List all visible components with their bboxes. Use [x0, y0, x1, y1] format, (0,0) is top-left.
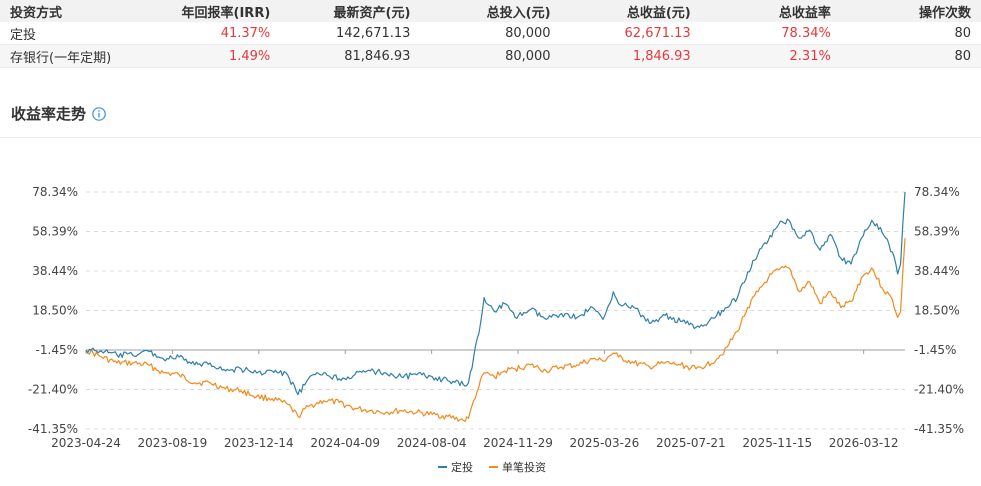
chart-legend[interactable]: 定投 单笔投资 — [438, 460, 546, 474]
x-tick-label: 2025-07-21 — [656, 436, 726, 450]
table-header-row: 投资方式 年回报率(IRR) 最新资产(元) 总投入(元) 总收益(元) 总收益… — [0, 0, 981, 22]
chart-axes: 78.34% 78.34% 58.39% 58.39% 38.44% 38.44% 18.5… — [28, 185, 964, 450]
series-line-dca — [85, 191, 906, 396]
header-latest-assets: 最新资产(元) — [280, 0, 421, 22]
y-tick-label-right: -41.35% — [914, 422, 964, 436]
header-irr: 年回报率(IRR) — [140, 0, 281, 22]
cell-total-return-rate: 78.34% — [700, 22, 841, 45]
cell-total-gain: 1,846.93 — [560, 44, 701, 68]
x-tick-label: 2026-03-12 — [829, 436, 899, 450]
y-tick-label-left: 18.50% — [32, 303, 78, 317]
cell-method: 定投 — [0, 22, 141, 45]
x-tick-label: 2024-08-04 — [397, 436, 467, 450]
cell-irr: 1.49% — [140, 44, 281, 68]
y-tick-label-right: 38.44% — [914, 264, 960, 278]
table-row: 定投 41.37% 142,671.13 80,000 62,671.13 78… — [0, 22, 981, 45]
section-title: 收益率走势 — [11, 103, 106, 124]
x-tick-label: 2023-12-14 — [224, 436, 294, 450]
legend-label: 定投 — [451, 460, 473, 474]
investment-summary-table: 投资方式 年回报率(IRR) 最新资产(元) 总投入(元) 总收益(元) 总收益… — [0, 0, 981, 68]
cell-method: 存银行(一年定期) — [0, 44, 141, 68]
header-total-gain: 总收益(元) — [560, 0, 701, 22]
y-tick-label-right: -21.40% — [914, 382, 964, 396]
cell-irr: 41.37% — [140, 22, 281, 45]
chart-series — [85, 191, 906, 422]
cell-latest-assets: 81,846.93 — [280, 44, 421, 68]
cell-total-input: 80,000 — [420, 44, 561, 68]
header-total-input: 总投入(元) — [420, 0, 561, 22]
legend-item[interactable]: 定投 — [438, 460, 473, 474]
legend-label: 单笔投资 — [502, 460, 546, 474]
x-tick-label: 2024-04-09 — [310, 436, 380, 450]
x-tick-label: 2025-11-15 — [742, 436, 812, 450]
cell-operation-count: 80 — [840, 44, 981, 68]
y-tick-label-left: 78.34% — [32, 185, 78, 199]
section-divider — [0, 137, 981, 138]
y-tick-label-right: 18.50% — [914, 303, 960, 317]
return-trend-chart: 78.34% 78.34% 58.39% 58.39% 38.44% 38.44% 18.5… — [28, 185, 964, 474]
cell-total-return-rate: 2.31% — [700, 44, 841, 68]
series-line-single — [85, 238, 906, 422]
chart-grid — [86, 191, 905, 430]
y-tick-label-right: 78.34% — [914, 185, 960, 199]
y-tick-label-right: -1.45% — [914, 343, 956, 357]
section-title-text: 收益率走势 — [11, 105, 87, 123]
y-tick-label-left: -21.40% — [28, 382, 78, 396]
x-tick-label: 2025-03-26 — [570, 436, 640, 450]
x-tick-label: 2024-11-29 — [483, 436, 553, 450]
y-tick-label-left: -41.35% — [28, 422, 78, 436]
y-tick-label-left: 38.44% — [32, 264, 78, 278]
header-total-return-rate: 总收益率 — [700, 0, 841, 22]
y-tick-label-left: 58.39% — [32, 225, 78, 239]
x-tick-label: 2023-04-24 — [51, 436, 121, 450]
info-circle-icon[interactable] — [92, 106, 106, 121]
header-operation-count: 操作次数 — [840, 0, 981, 22]
legend-item[interactable]: 单笔投资 — [489, 460, 546, 474]
table-row: 存银行(一年定期) 1.49% 81,846.93 80,000 1,846.9… — [0, 44, 981, 68]
y-tick-label-left: -1.45% — [36, 343, 78, 357]
y-tick-label-right: 58.39% — [914, 225, 960, 239]
cell-total-gain: 62,671.13 — [560, 22, 701, 45]
cell-latest-assets: 142,671.13 — [280, 22, 421, 45]
x-tick-label: 2023-08-19 — [138, 436, 208, 450]
cell-operation-count: 80 — [840, 22, 981, 45]
cell-total-input: 80,000 — [420, 22, 561, 45]
header-method: 投资方式 — [0, 0, 141, 22]
